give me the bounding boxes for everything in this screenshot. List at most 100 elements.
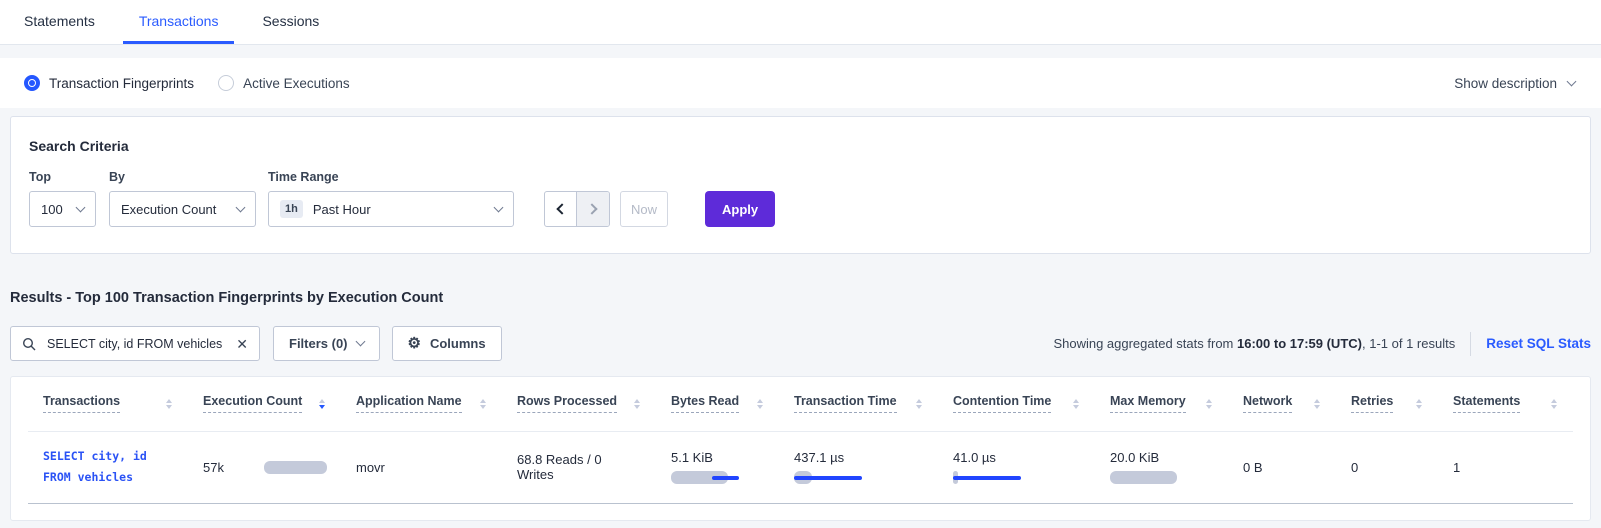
columns-button[interactable]: ⚙ Columns (391, 326, 502, 361)
filters-label: Filters (0) (289, 336, 348, 351)
bytes-read-value: 5.1 KiB (671, 450, 713, 465)
tab-statements[interactable]: Statements (24, 12, 95, 29)
search-icon (22, 337, 36, 350)
show-description-label: Show description (1454, 75, 1557, 91)
top-label: Top (29, 170, 51, 184)
by-label: By (109, 170, 125, 184)
radio-active-executions[interactable]: Active Executions (218, 75, 350, 91)
column-header-bytes-read: Bytes Read (656, 377, 779, 431)
cell-retries: 0 (1351, 459, 1359, 475)
filters-button[interactable]: Filters (0) (273, 326, 380, 361)
contention-time-bar (953, 471, 1079, 484)
show-description-toggle[interactable]: Show description (1454, 75, 1577, 91)
radio-label: Active Executions (243, 75, 350, 91)
column-header-network: Network (1228, 377, 1336, 431)
column-header-transaction-time: Transaction Time (779, 377, 938, 431)
by-select[interactable]: Execution Count (109, 191, 256, 227)
radio-transaction-fingerprints[interactable]: Transaction Fingerprints (24, 75, 194, 91)
aggregated-stats-text: Showing aggregated stats from 16:00 to 1… (1053, 336, 1456, 351)
columns-label: Columns (429, 336, 486, 351)
max-memory-value: 20.0 KiB (1110, 450, 1160, 465)
search-criteria-title: Search Criteria (29, 138, 129, 154)
sort-icon[interactable] (916, 398, 922, 409)
sort-icon[interactable] (634, 398, 640, 409)
table-header-row: Transactions Execution Count Application… (28, 377, 1573, 431)
results-toolbar: ✕ Filters (0) ⚙ Columns Showing aggregat… (10, 326, 1591, 361)
apply-button[interactable]: Apply (705, 191, 776, 227)
sort-icon[interactable] (757, 398, 763, 409)
contention-time-value: 41.0 µs (953, 450, 996, 465)
chevron-down-icon (493, 202, 504, 212)
chevron-down-icon (75, 202, 86, 212)
page-tabs: Statements Transactions Sessions (0, 0, 1601, 45)
time-range-stepper (544, 191, 610, 227)
top-select-value: 100 (41, 201, 63, 217)
column-header-max-memory: Max Memory (1095, 377, 1228, 431)
column-header-rows-processed: Rows Processed (502, 377, 656, 431)
clear-search-icon[interactable]: ✕ (236, 335, 248, 352)
time-range-field: Time Range 1h Past Hour (268, 170, 514, 227)
sort-icon[interactable] (480, 398, 486, 409)
reset-sql-stats-link[interactable]: Reset SQL Stats (1486, 336, 1591, 351)
execution-count-value: 57k (203, 459, 224, 475)
time-range-badge: 1h (280, 200, 303, 218)
cell-transaction-fingerprint: SELECT city, id FROM vehicles (28, 431, 188, 503)
cell-transaction-time: 437.1 µs (779, 431, 938, 503)
now-button[interactable]: Now (620, 191, 668, 227)
search-criteria-panel: Search Criteria Top 100 By Execution Cou… (10, 116, 1591, 254)
column-header-execution-count: Execution Count (188, 377, 341, 431)
sort-icon[interactable] (1314, 398, 1320, 409)
column-header-contention-time: Contention Time (938, 377, 1095, 431)
chevron-down-icon (1566, 76, 1577, 86)
cell-statements: 1 (1453, 459, 1461, 475)
bytes-read-bar (671, 471, 763, 484)
results-table-panel: Transactions Execution Count Application… (10, 376, 1591, 521)
radio-label: Transaction Fingerprints (49, 75, 195, 91)
by-select-value: Execution Count (121, 201, 217, 217)
time-range-prev-button[interactable] (545, 192, 577, 226)
transaction-time-value: 437.1 µs (794, 450, 845, 465)
results-heading: Results - Top 100 Transaction Fingerprin… (10, 290, 444, 306)
radio-selected-icon (24, 75, 40, 91)
top-field: Top 100 (29, 170, 96, 227)
chevron-down-icon (235, 202, 246, 212)
cell-network: 0 B (1243, 459, 1263, 475)
tab-transactions[interactable]: Transactions (122, 0, 235, 44)
cell-bytes-read: 5.1 KiB (656, 431, 779, 503)
view-toggle-bar: Transaction Fingerprints Active Executio… (0, 58, 1601, 108)
divider (1470, 331, 1472, 356)
cell-application-name: movr (356, 459, 385, 475)
execution-count-bar (263, 460, 327, 474)
time-range-select[interactable]: 1h Past Hour (268, 191, 514, 227)
transaction-fingerprint-link[interactable]: SELECT city, id FROM vehicles (43, 449, 147, 484)
search-input[interactable] (45, 335, 228, 352)
sort-icon[interactable] (1073, 398, 1079, 409)
top-select[interactable]: 100 (29, 191, 96, 227)
column-header-transactions: Transactions (28, 377, 188, 431)
column-header-statements: Statements (1438, 377, 1573, 431)
cell-contention-time: 41.0 µs (938, 431, 1095, 503)
column-header-application-name: Application Name (341, 377, 502, 431)
by-field: By Execution Count (109, 170, 256, 227)
search-box: ✕ (10, 326, 260, 361)
time-range-next-button[interactable] (577, 192, 609, 226)
table-row: SELECT city, id FROM vehicles 57k movr 6… (28, 431, 1573, 503)
time-range-value: Past Hour (312, 201, 371, 217)
sort-icon[interactable] (1416, 398, 1422, 409)
sort-icon[interactable] (166, 398, 172, 409)
cell-rows-processed: 68.8 Reads / 0 Writes (517, 452, 602, 482)
chevron-down-icon (355, 336, 365, 347)
chevron-right-icon (585, 203, 598, 215)
max-memory-bar (1110, 471, 1212, 484)
tab-sessions[interactable]: Sessions (262, 12, 320, 29)
cell-max-memory: 20.0 KiB (1095, 431, 1228, 503)
transaction-time-bar (794, 471, 922, 484)
time-range-label: Time Range (268, 170, 339, 184)
sort-icon[interactable] (1206, 398, 1212, 409)
column-header-retries: Retries (1336, 377, 1438, 431)
cell-execution-count: 57k (188, 431, 341, 503)
stats-time-range: 16:00 to 17:59 (UTC) (1237, 336, 1362, 351)
sort-icon[interactable] (1551, 398, 1557, 409)
sort-desc-icon[interactable] (319, 398, 325, 409)
gear-icon: ⚙ (407, 335, 421, 352)
